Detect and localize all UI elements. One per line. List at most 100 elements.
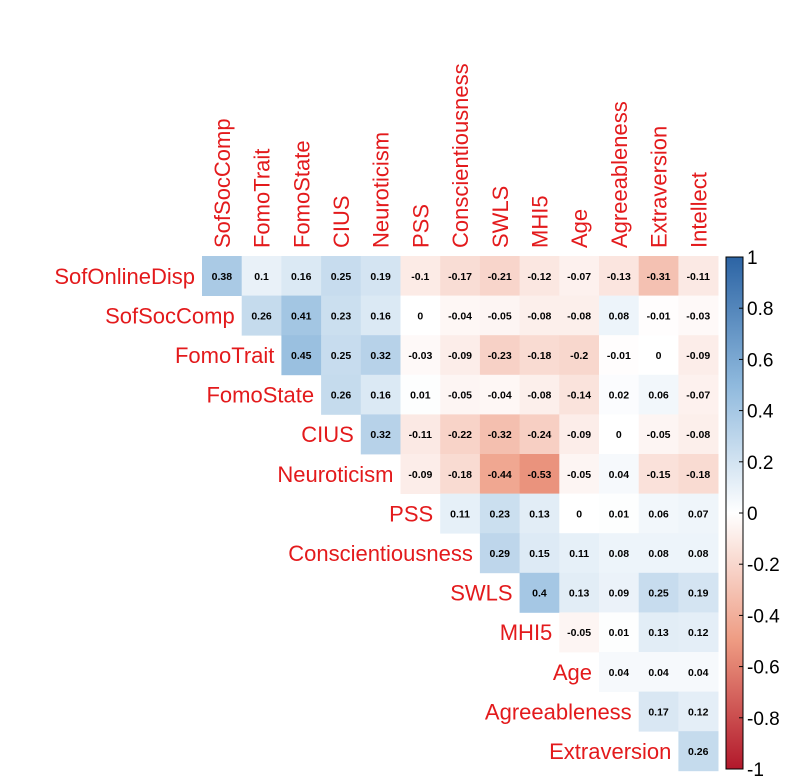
colorbar-tick-label: 0.6 bbox=[747, 350, 773, 371]
cell-value-label: -0.44 bbox=[488, 469, 512, 481]
colorbar-tick-label: 0.2 bbox=[747, 453, 773, 474]
cell-value-label: 0 bbox=[656, 350, 662, 362]
cell-conscientiousness-swls bbox=[479, 533, 520, 574]
row-label-neuroticism: Neuroticism bbox=[277, 462, 393, 487]
colorbar-ticks: 1 0.8 0.6 0.4 0.2 0 -0.2 -0.4 -0.6 -0.8 -1 bbox=[739, 248, 780, 781]
cell-value-label: -0.09 bbox=[448, 350, 472, 362]
cell-cius-intellect bbox=[678, 414, 719, 455]
cell-neuroticism-pss bbox=[400, 454, 441, 494]
row-label-agreeableness: Agreeableness bbox=[485, 699, 632, 724]
cell-value-label: 0.13 bbox=[529, 508, 550, 520]
cell-value-label: -0.04 bbox=[488, 390, 512, 402]
cell-value-label: -0.12 bbox=[527, 271, 551, 283]
column-label-cius: CIUS bbox=[329, 195, 354, 248]
cell-mhi5-intellect bbox=[678, 612, 719, 653]
cell-value-label: 0.17 bbox=[648, 706, 669, 718]
cell-value-label: -0.08 bbox=[527, 390, 551, 402]
cell-neuroticism-swls bbox=[479, 454, 520, 494]
cell-sofsoccomp-extraversion bbox=[638, 295, 679, 336]
cell-value-label: 0.38 bbox=[212, 271, 233, 283]
cell-agreeableness-intellect bbox=[678, 691, 719, 732]
cell-swls-age bbox=[559, 572, 600, 613]
cell-value-label: 0.26 bbox=[251, 310, 272, 322]
cell-value-label: 0.07 bbox=[688, 508, 709, 520]
column-label-conscientiousness: Conscientiousness bbox=[448, 63, 473, 248]
cell-fomotrait-fomostate bbox=[281, 335, 322, 376]
cell-value-label: -0.04 bbox=[448, 310, 472, 322]
cell-cius-pss bbox=[400, 414, 441, 455]
cell-fomostate-age bbox=[559, 374, 600, 415]
cell-sofsoccomp-agreeableness bbox=[599, 295, 640, 336]
cell-sofonlinedisp-pss bbox=[400, 256, 441, 296]
cell-value-label: 0.04 bbox=[648, 667, 669, 679]
cell-value-label: 0.08 bbox=[609, 310, 630, 322]
column-label-neuroticism: Neuroticism bbox=[369, 132, 394, 248]
cell-pss-extraversion bbox=[638, 493, 679, 534]
cell-value-label: 0.04 bbox=[609, 667, 630, 679]
cell-value-label: -0.05 bbox=[567, 627, 591, 639]
cell-value-label: -0.01 bbox=[607, 350, 631, 362]
cell-value-label: 0.13 bbox=[648, 627, 669, 639]
cell-value-label: -0.08 bbox=[567, 310, 591, 322]
cell-value-label: -0.11 bbox=[687, 271, 711, 283]
cell-value-label: -0.11 bbox=[409, 429, 433, 441]
cell-sofonlinedisp-sofsoccomp bbox=[202, 256, 243, 296]
row-label-sofonlinedisp: SofOnlineDisp bbox=[54, 264, 195, 289]
cell-value-label: -0.2 bbox=[570, 350, 588, 362]
cell-sofonlinedisp-conscientiousness bbox=[440, 256, 481, 296]
cell-sofonlinedisp-mhi5 bbox=[519, 256, 560, 296]
cell-value-label: -0.01 bbox=[647, 310, 671, 322]
cell-value-label: 0.32 bbox=[370, 429, 391, 441]
column-label-fomotrait: FomoTrait bbox=[250, 149, 275, 248]
cell-pss-intellect bbox=[678, 493, 719, 534]
cell-value-label: -0.13 bbox=[607, 271, 631, 283]
cell-value-label: 0.25 bbox=[331, 271, 352, 283]
cell-value-label: -0.22 bbox=[448, 429, 472, 441]
cell-value-label: -0.18 bbox=[448, 469, 472, 481]
cell-value-label: 0.01 bbox=[410, 390, 431, 402]
cell-mhi5-agreeableness bbox=[599, 612, 640, 653]
row-label-mhi5: MHI5 bbox=[500, 620, 553, 645]
cell-fomostate-agreeableness bbox=[599, 374, 640, 415]
cell-value-label: 0.16 bbox=[370, 310, 391, 322]
cell-value-label: -0.21 bbox=[488, 271, 512, 283]
cell-age-extraversion bbox=[638, 652, 679, 692]
cell-sofsoccomp-intellect bbox=[678, 295, 719, 336]
colorbar-tick-label: 1 bbox=[747, 248, 758, 269]
row-label-cius: CIUS bbox=[301, 422, 354, 447]
cell-value-label: 0.19 bbox=[688, 588, 709, 600]
cell-value-label: -0.05 bbox=[488, 310, 512, 322]
column-label-swls: SWLS bbox=[488, 186, 513, 248]
cell-cius-extraversion bbox=[638, 414, 679, 455]
cell-sofsoccomp-swls bbox=[479, 295, 520, 336]
column-label-fomostate: FomoState bbox=[289, 140, 314, 248]
cell-sofonlinedisp-cius bbox=[321, 256, 362, 296]
column-label-age: Age bbox=[567, 209, 592, 248]
cell-value-label: -0.14 bbox=[567, 390, 591, 402]
cell-value-label: 0.01 bbox=[609, 508, 630, 520]
cell-value-label: 0.04 bbox=[609, 469, 630, 481]
cell-cius-agreeableness bbox=[599, 414, 640, 455]
cell-age-intellect bbox=[678, 652, 719, 692]
cell-value-label: -0.24 bbox=[527, 429, 551, 441]
cell-value-label: -0.23 bbox=[488, 350, 512, 362]
cell-cius-age bbox=[559, 414, 600, 455]
cell-value-label: 0.23 bbox=[490, 508, 511, 520]
cell-value-label: -0.07 bbox=[686, 390, 710, 402]
cell-age-agreeableness bbox=[599, 652, 640, 692]
cell-sofonlinedisp-fomostate bbox=[281, 256, 322, 296]
cell-value-label: 0.32 bbox=[370, 350, 391, 362]
cell-value-label: -0.09 bbox=[686, 350, 710, 362]
cell-value-label: 0.26 bbox=[688, 746, 709, 758]
cell-value-label: -0.17 bbox=[448, 271, 472, 283]
cell-value-label: 0.12 bbox=[688, 627, 709, 639]
cell-value-label: 0.25 bbox=[648, 588, 669, 600]
cell-value-label: 0.19 bbox=[370, 271, 391, 283]
cell-pss-swls bbox=[479, 493, 520, 534]
cell-fomostate-pss bbox=[400, 374, 441, 415]
row-labels: SofOnlineDisp SofSocComp FomoTrait FomoStat… bbox=[54, 264, 671, 764]
cell-value-label: 0.11 bbox=[569, 548, 589, 560]
colorbar-tick-label: 0.4 bbox=[747, 402, 774, 423]
cell-value-label: 0.16 bbox=[370, 390, 391, 402]
cell-conscientiousness-extraversion bbox=[638, 533, 679, 574]
